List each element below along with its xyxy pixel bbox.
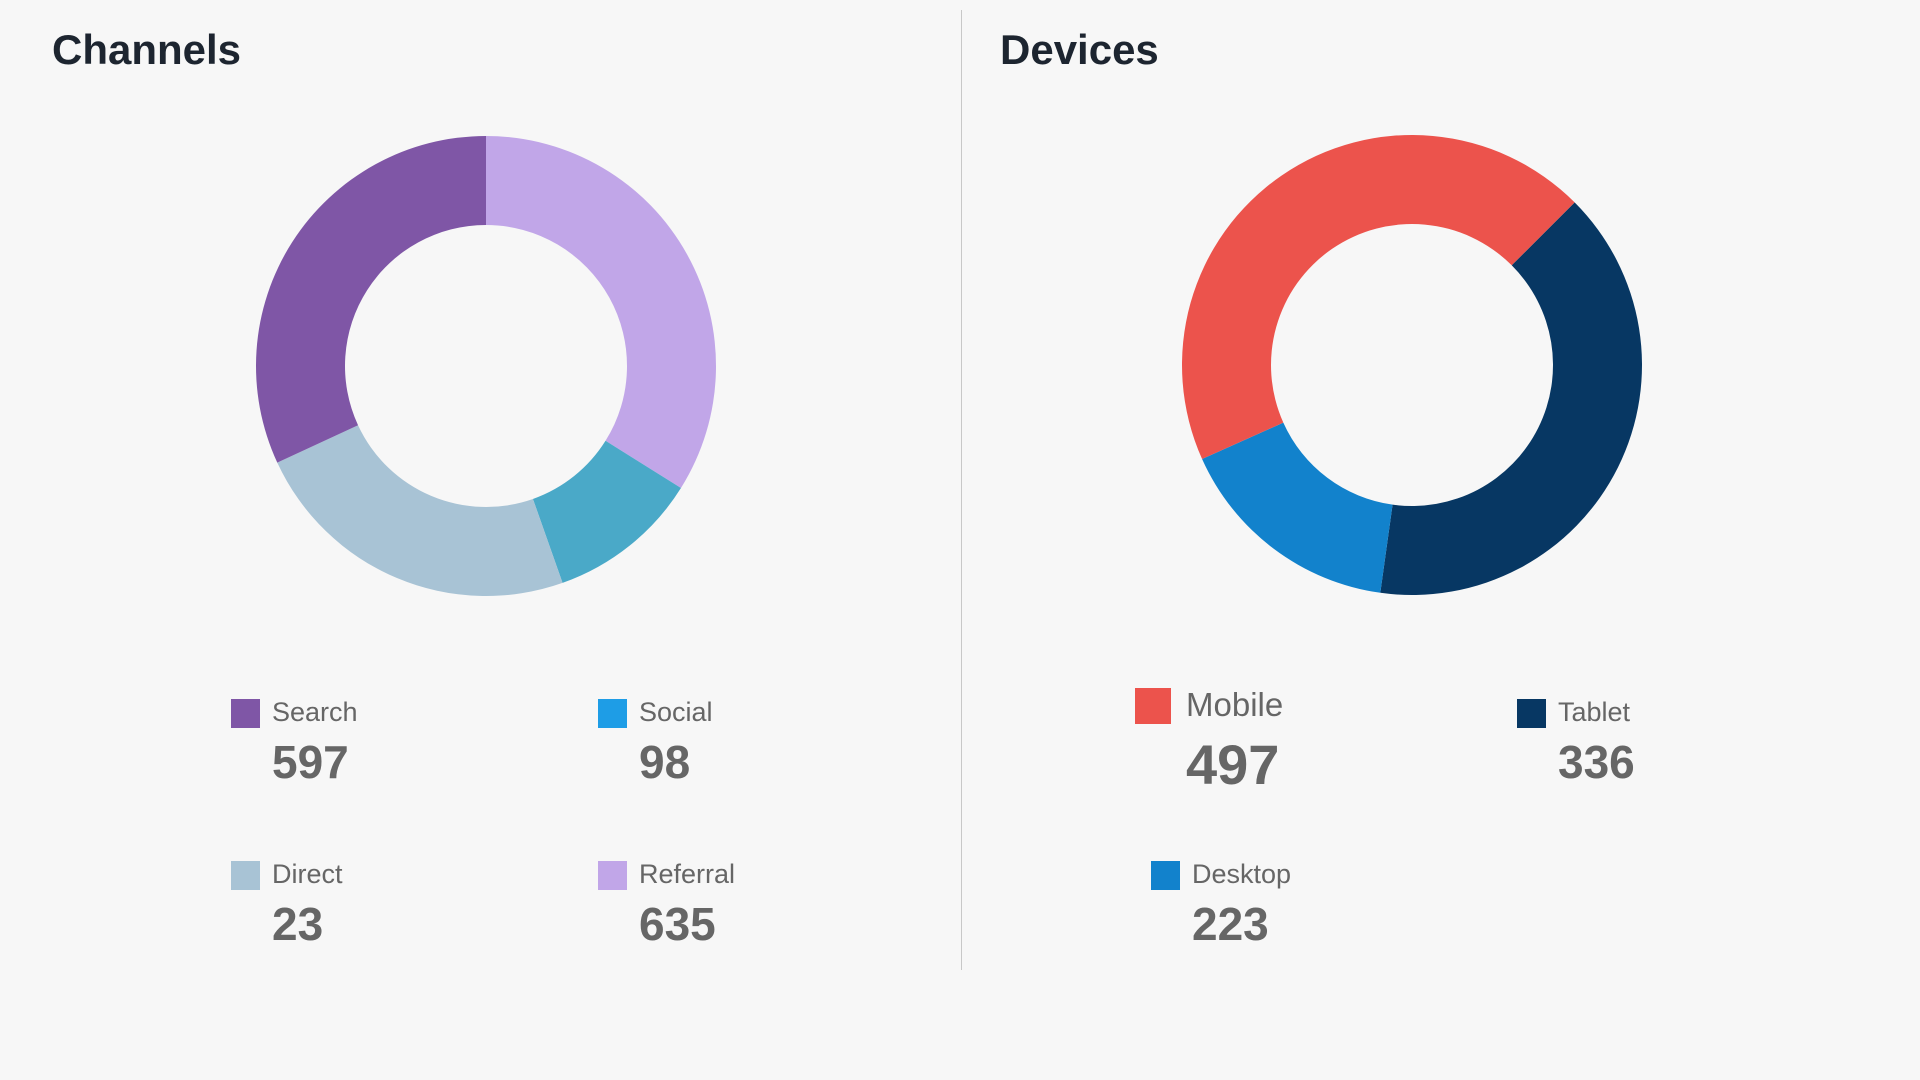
slice-social [532, 440, 681, 583]
legend-value: 98 [639, 736, 691, 788]
legend-swatch [598, 861, 627, 890]
slice-mobile [1182, 135, 1575, 459]
legend-label: Social [639, 697, 713, 727]
legend-label: Direct [272, 859, 343, 889]
channels-title: Channels [52, 26, 242, 73]
slice-direct [277, 425, 563, 596]
legend-value: 635 [639, 898, 716, 950]
legend-value: 497 [1186, 733, 1280, 796]
devices-title: Devices [1000, 26, 1159, 73]
channels-donut [256, 135, 716, 596]
slice-referral [486, 136, 716, 489]
legend-label: Referral [639, 859, 736, 889]
slice-tablet [1380, 202, 1642, 596]
legend-swatch [231, 861, 260, 890]
devices-donut [1182, 135, 1642, 596]
panel-divider [961, 10, 962, 970]
legend-label: Mobile [1186, 686, 1284, 723]
legend-value: 23 [272, 898, 324, 950]
legend-value: 597 [272, 736, 349, 788]
legend-swatch [1517, 699, 1546, 728]
legend-label: Desktop [1192, 859, 1292, 889]
legend-label: Search [272, 697, 358, 727]
legend-swatch [1135, 688, 1171, 724]
legend-value: 336 [1558, 736, 1635, 788]
legend-swatch [1151, 861, 1180, 890]
legend-swatch [598, 699, 627, 728]
slice-desktop [1202, 422, 1393, 593]
slice-search [256, 135, 486, 463]
legend-label: Tablet [1558, 697, 1631, 727]
legend-value: 223 [1192, 898, 1269, 950]
legend-swatch [231, 699, 260, 728]
